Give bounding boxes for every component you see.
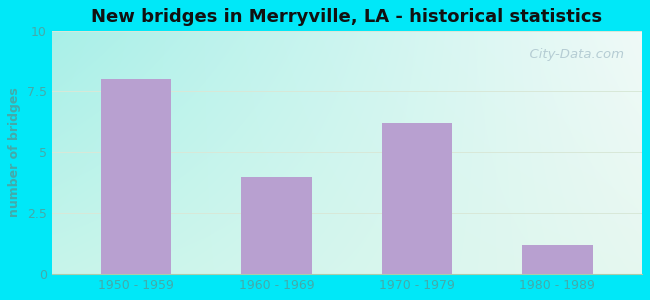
Y-axis label: number of bridges: number of bridges	[8, 87, 21, 217]
Bar	[241, 176, 311, 274]
Text: City-Data.com: City-Data.com	[521, 48, 624, 61]
Bar	[523, 244, 593, 274]
Bar	[382, 123, 452, 274]
Bar	[101, 79, 171, 274]
Title: New bridges in Merryville, LA - historical statistics: New bridges in Merryville, LA - historic…	[91, 8, 603, 26]
